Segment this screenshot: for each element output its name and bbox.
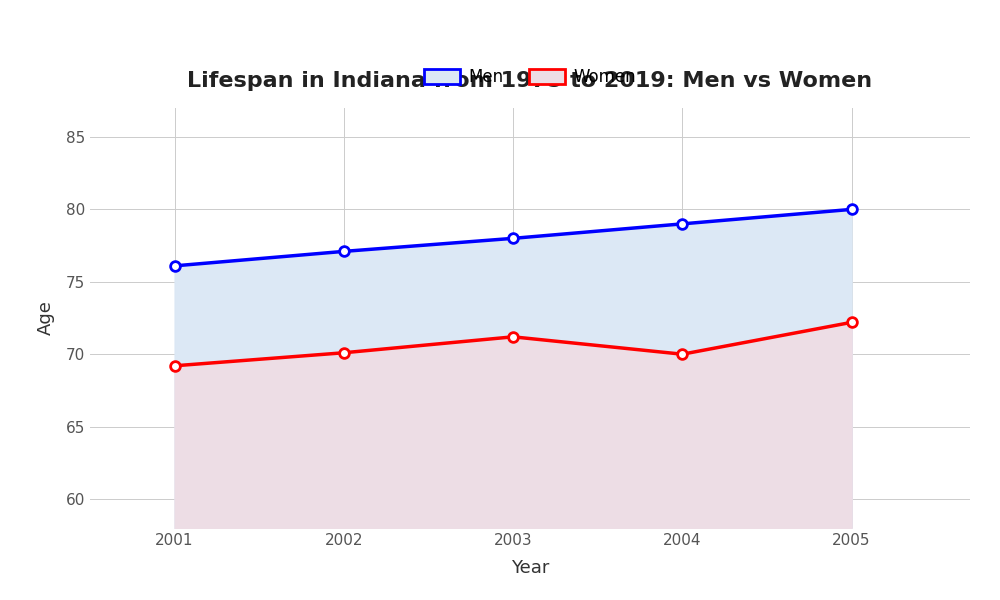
X-axis label: Year: Year: [511, 559, 549, 577]
Legend: Men, Women: Men, Women: [417, 62, 643, 93]
Y-axis label: Age: Age: [37, 301, 55, 335]
Title: Lifespan in Indiana from 1975 to 2019: Men vs Women: Lifespan in Indiana from 1975 to 2019: M…: [187, 71, 873, 91]
